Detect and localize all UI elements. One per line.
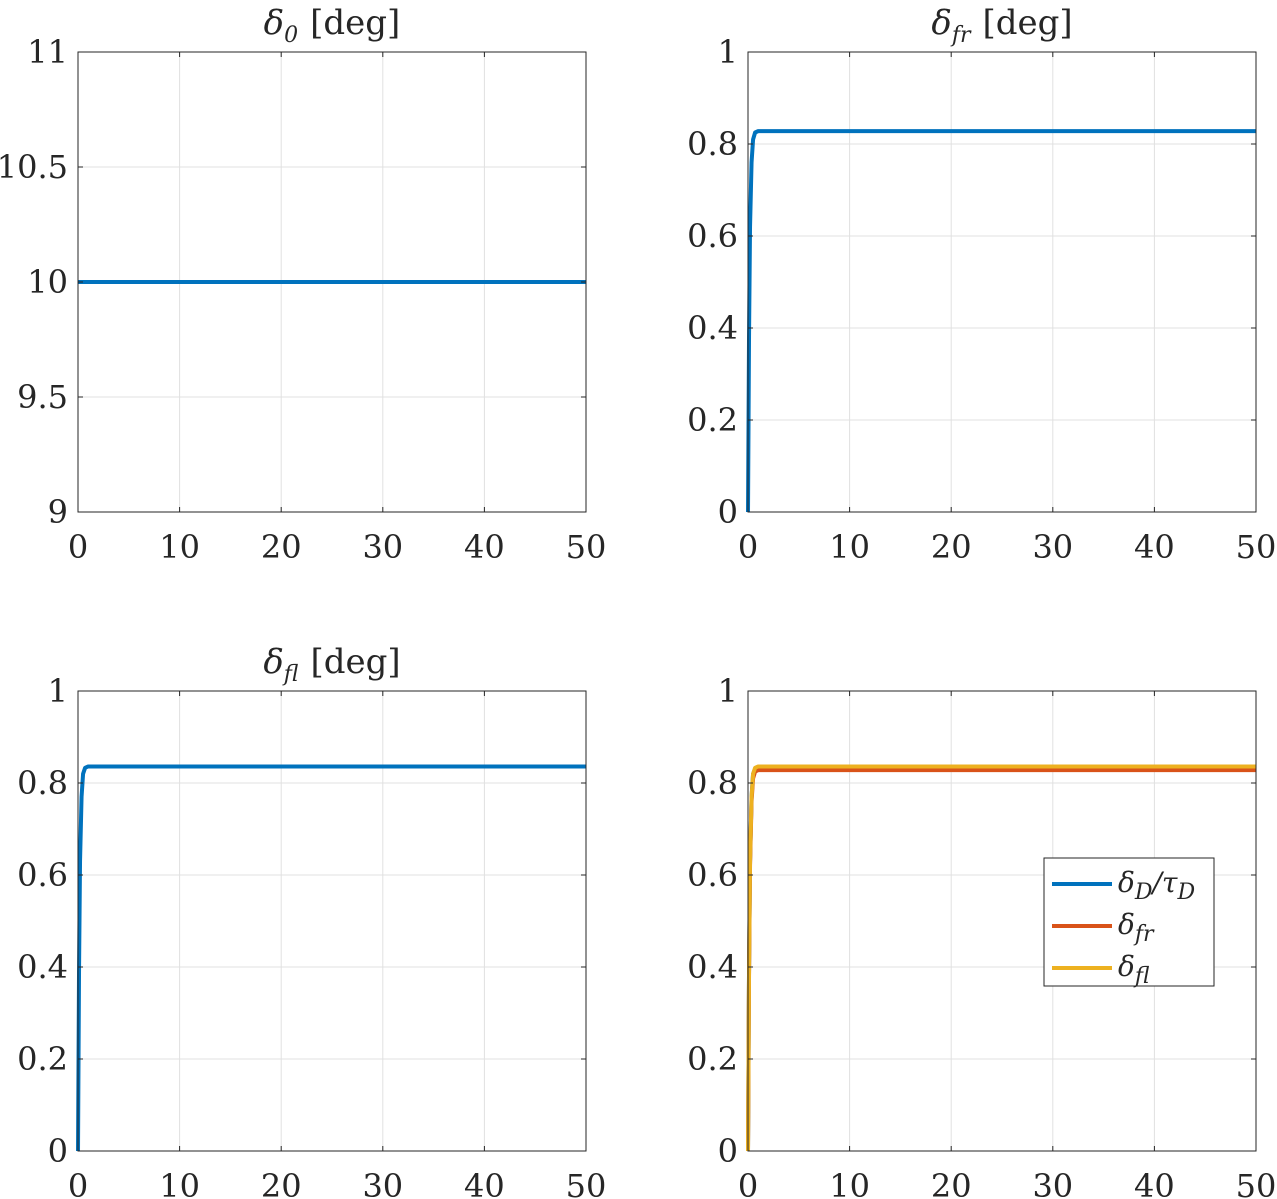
series-line-1 [746,129,1256,513]
x-tick-label: 10 [159,1167,200,1199]
axes-box [77,690,587,1152]
y-tick-label: 0.6 [687,217,738,255]
x-tick-label: 30 [1032,1167,1073,1199]
x-tick-label: 20 [931,528,972,566]
y-tick-label: 9 [48,493,68,531]
y-tick-label: 0.2 [17,1040,68,1078]
y-tick-label: 0.8 [687,764,738,802]
x-tick-label: 30 [1032,528,1073,566]
subplot-2: 0 10 20 30 40 50 0 0.2 0.4 0.6 0.8 1 δfr [deg] [687,3,1276,566]
legend-entry-1: δD/τD [1118,866,1195,905]
y-tick-label: 11 [27,33,68,71]
x-tick-label: 0 [738,528,758,566]
x-tick-label: 20 [261,528,302,566]
x-tick-label: 30 [362,1167,403,1199]
y-tick-label: 10 [27,263,68,301]
y-tick-label: 0 [718,1132,738,1170]
legend-box [1043,857,1215,987]
x-tick-label: 50 [566,1167,607,1199]
x-tick-label: 0 [68,528,88,566]
plot-title: δfr [deg] [931,3,1072,48]
x-tick-label: 10 [159,528,200,566]
y-tick-label: 0.8 [17,764,68,802]
y-tick-label: 0.4 [687,309,738,347]
x-tick-label: 50 [1236,528,1277,566]
axes-box [747,51,1257,513]
x-tick-label: 0 [738,1167,758,1199]
x-tick-label: 50 [1236,1167,1277,1199]
y-tick-label: 10.5 [0,148,68,186]
y-tick-label: 0.6 [17,856,68,894]
x-tick-label: 30 [362,528,403,566]
y-tick-label: 0 [718,493,738,531]
plot-title: δ0 [deg] [264,3,401,48]
legend-entry-3: δfl [1118,950,1150,989]
axes-box [747,690,1257,1152]
plot-title: δfl [deg] [263,642,400,687]
x-tick-label: 40 [1134,528,1175,566]
y-tick-label: 1 [718,33,738,71]
series-line-3 [746,764,1256,1152]
subplot-1: 0 10 20 30 40 50 9 9.5 10 10.5 11 δ0 [deg] [0,3,606,566]
subplot-3: 0 10 20 30 40 50 0 0.2 0.4 0.6 0.8 1 δfl [deg] [17,642,606,1199]
y-tick-label: 1 [718,672,738,710]
legend-entry-2: δfr [1118,908,1155,947]
x-tick-label: 10 [829,528,870,566]
x-tick-label: 0 [68,1167,88,1199]
y-tick-label: 0.4 [17,948,68,986]
y-tick-label: 1 [48,672,68,710]
plot-area [78,691,586,1151]
y-tick-label: 0.2 [687,1040,738,1078]
series-line-1 [76,764,586,1152]
y-tick-label: 0 [48,1132,68,1170]
y-tick-label: 0.4 [687,948,738,986]
y-tick-label: 0.6 [687,856,738,894]
x-tick-label: 50 [566,528,607,566]
y-tick-label: 9.5 [17,378,68,416]
x-tick-label: 40 [464,1167,505,1199]
x-tick-label: 20 [931,1167,972,1199]
plot-area [748,52,1256,512]
x-tick-label: 20 [261,1167,302,1199]
x-tick-label: 40 [1134,1167,1175,1199]
x-tick-label: 40 [464,528,505,566]
x-tick-label: 10 [829,1167,870,1199]
y-tick-label: 0.8 [687,125,738,163]
y-tick-label: 0.2 [687,401,738,439]
